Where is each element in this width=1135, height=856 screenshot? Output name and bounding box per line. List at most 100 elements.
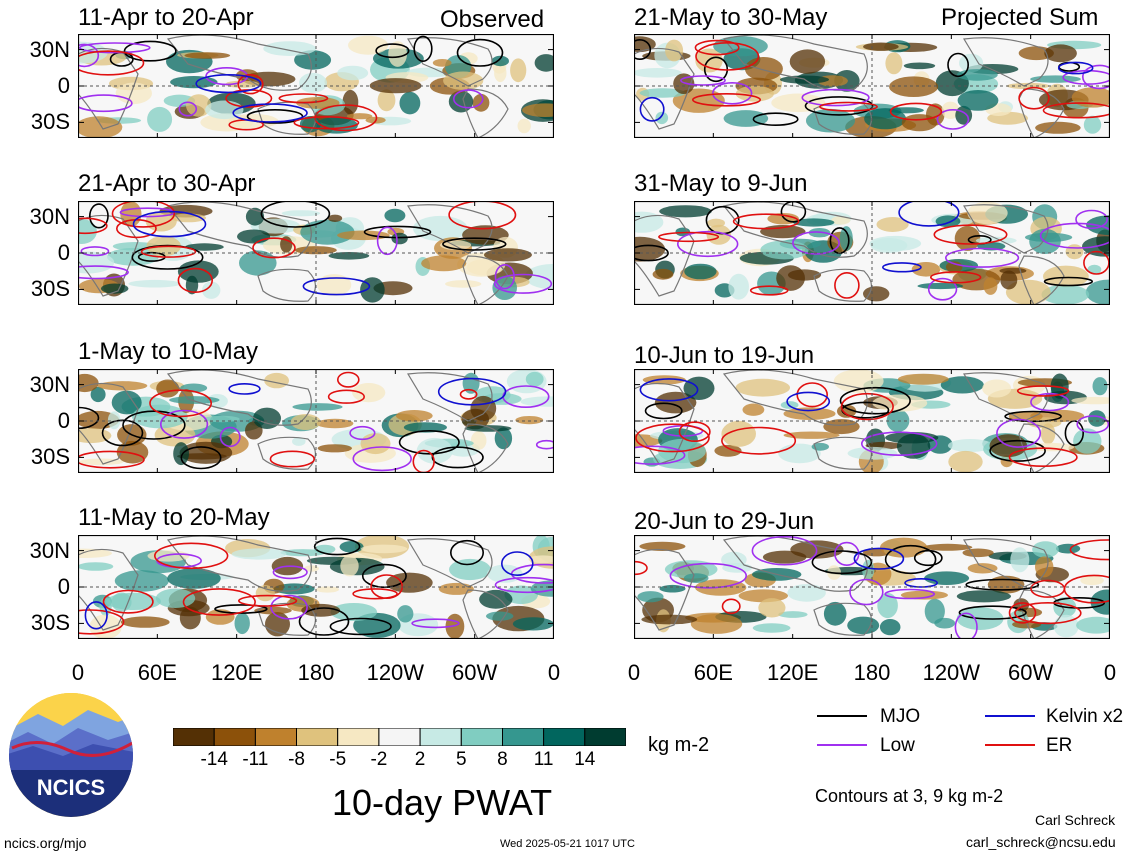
panel-title-obs-2: 21-Apr to 30-Apr [78, 170, 256, 197]
colorbar-segment [172, 727, 215, 747]
continent-outline [462, 255, 509, 305]
colorbar-segment [296, 727, 339, 747]
colorbar-tick-label: 11 [533, 749, 554, 770]
x-tick-label: 120W [366, 660, 425, 685]
continent-outline [166, 535, 312, 592]
kelvin-contour [84, 601, 108, 630]
pwat-anomaly-blob [245, 207, 265, 226]
pwat-anomaly-blob [301, 603, 341, 617]
pwat-anomaly-blob [735, 378, 790, 397]
projected-sum-label: Projected Sum [941, 4, 1099, 31]
pwat-anomaly-blob [445, 280, 482, 288]
y-tick-label: 30N [29, 537, 70, 563]
er-contour [819, 101, 878, 112]
pwat-anomaly-blob [885, 52, 903, 75]
x-tick-label: 0 [71, 660, 85, 685]
mjo-contour [752, 112, 799, 126]
mjo-contour [246, 109, 304, 124]
pwat-anomaly-blob [742, 403, 765, 416]
mjo-contour [298, 607, 350, 636]
pwat-anomaly-blob [924, 598, 945, 624]
pwat-anomaly-blob [778, 611, 808, 618]
low-contour [669, 562, 748, 589]
pwat-anomaly-blob [280, 549, 326, 557]
continent-outline [407, 372, 493, 422]
pwat-anomaly-blob [202, 281, 221, 299]
low-contour [270, 594, 308, 620]
pwat-anomaly-blob [384, 208, 406, 223]
x-tick-label: 0 [1103, 660, 1117, 685]
er-contour [1063, 574, 1110, 604]
pwat-anomaly-blob [173, 442, 189, 466]
pwat-anomaly-blob [967, 201, 1008, 225]
continent-outline [407, 538, 493, 588]
low-contour [376, 226, 398, 256]
continent-outline [722, 369, 868, 426]
site-link[interactable]: ncics.org/mjo [4, 835, 87, 851]
pwat-anomaly-blob [377, 89, 396, 112]
pwat-anomaly-blob [789, 49, 826, 74]
er-contour [78, 217, 108, 235]
mjo-contour [88, 203, 109, 229]
er-contour [691, 93, 762, 107]
colorbar-tick-label: -14 [200, 749, 228, 770]
continent-outline [963, 538, 1049, 588]
pwat-anomaly-blob [1032, 541, 1059, 558]
mjo-contour [260, 201, 331, 228]
pwat-anomaly-blob [776, 265, 805, 291]
low-contour [792, 231, 840, 255]
pwat-anomaly-blob [839, 226, 853, 251]
low-contour [178, 101, 198, 117]
pwat-anomaly-blob [97, 381, 148, 391]
y-tick-label: 30N [29, 36, 70, 62]
colorbar-tick-label: -11 [242, 749, 269, 770]
observed-map-panel-4 [78, 535, 554, 639]
pwat-anomaly-blob [982, 379, 1012, 398]
pwat-anomaly-blob [903, 62, 936, 70]
pwat-anomaly-blob [1040, 423, 1056, 445]
pwat-anomaly-blob [515, 416, 544, 425]
pwat-anomaly-blob [330, 603, 378, 621]
continent-outline [462, 589, 509, 639]
author: Carl Schreck [1035, 812, 1116, 828]
ncics-logo: NCICS [8, 692, 134, 818]
low-contour [78, 43, 100, 68]
continent-outline [722, 34, 868, 91]
panel-title-obs-1: 11-Apr to 20-Apr [78, 4, 254, 31]
y-tick-label: 0 [57, 73, 70, 98]
colorbar-tick-label: 5 [455, 749, 467, 770]
pwat-anomaly-blob [879, 619, 901, 636]
continent-outline [813, 268, 873, 302]
pwat-anomaly-blob [897, 373, 949, 385]
mjo-contour [634, 244, 669, 262]
pwat-anomaly-blob [783, 431, 840, 439]
pwat-anomaly-blob [132, 404, 188, 429]
er-contour [177, 267, 214, 293]
er-contour [834, 272, 860, 299]
pwat-anomaly-blob [237, 229, 271, 244]
pwat-anomaly-blob [167, 568, 221, 589]
pwat-anomaly-blob [184, 52, 231, 59]
x-tick-label: 180 [853, 660, 891, 685]
er-contour [930, 271, 982, 284]
low-contour [349, 425, 376, 441]
low-contour [801, 88, 870, 107]
low-contour [676, 230, 739, 258]
pwat-anomaly-blob [901, 114, 938, 132]
low-contour [535, 439, 554, 450]
panel-title-obs-4: 11-May to 20-May [78, 504, 270, 531]
pwat-anomaly-blob [504, 585, 538, 605]
pwat-anomaly-blob [486, 611, 514, 621]
pwat-anomaly-blob [683, 573, 709, 583]
pwat-anomaly-blob [254, 606, 292, 615]
er-contour [732, 213, 800, 230]
colorbar-tick-label: -8 [288, 749, 305, 770]
mjo-contour [839, 386, 911, 415]
kelvin-contour [639, 96, 665, 122]
pwat-anomaly-blob [1035, 556, 1054, 578]
er-contour [1016, 385, 1070, 397]
er-contour [238, 594, 298, 607]
pwat-anomaly-blob [78, 116, 123, 138]
email[interactable]: carl_schreck@ncsu.edu [966, 834, 1116, 850]
pwat-anomaly-blob [294, 50, 332, 70]
